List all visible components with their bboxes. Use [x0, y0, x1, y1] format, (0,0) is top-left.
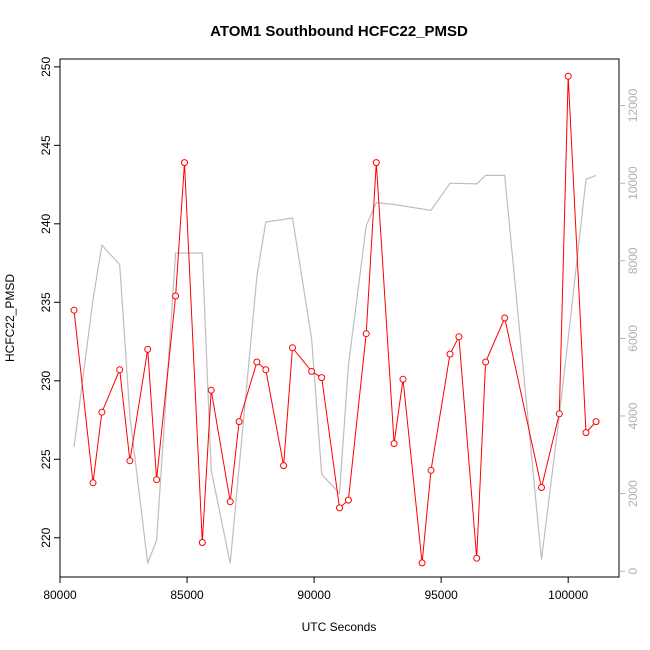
data-point: [144, 345, 152, 353]
secondary-series-line: [73, 174, 597, 564]
secondary-line: [73, 174, 597, 564]
data-point: [172, 292, 180, 300]
data-point: [89, 479, 97, 487]
x-tick-label: 80000: [43, 588, 77, 602]
data-point: [482, 358, 490, 366]
data-point: [473, 554, 481, 562]
data-point: [582, 429, 590, 437]
y-axis-left: 220 225 230 235 240 245 250: [39, 57, 60, 548]
data-point: [538, 484, 545, 491]
data-point: [501, 314, 509, 322]
data-point: [235, 418, 243, 426]
data-point: [455, 333, 463, 341]
data-point: [181, 159, 188, 167]
data-point: [318, 374, 326, 382]
primary-series: [70, 72, 600, 567]
data-point: [555, 410, 563, 418]
y2-tick-label: 4000: [626, 402, 640, 429]
plot-frame: [59, 58, 620, 578]
data-point: [564, 72, 572, 80]
x-tick-label: 90000: [297, 588, 331, 602]
y-tick-label: 235: [39, 292, 53, 312]
x-tick-label: 95000: [424, 588, 458, 602]
data-point: [399, 375, 407, 383]
data-point: [262, 366, 270, 374]
chart-title: ATOM1 Southbound HCFC22_PMSD: [210, 23, 468, 40]
data-point: [289, 344, 296, 352]
y2-tick-label: 12000: [626, 89, 640, 123]
data-point: [280, 462, 288, 470]
x-tick-label: 85000: [170, 588, 204, 602]
y-tick-label: 240: [39, 213, 53, 233]
data-point: [427, 466, 435, 474]
y2-tick-label: 10000: [626, 166, 640, 200]
y-tick-label: 230: [39, 370, 53, 390]
y-tick-label: 245: [39, 135, 53, 155]
data-point: [362, 330, 370, 338]
y2-tick-label: 8000: [626, 247, 640, 274]
data-point: [253, 358, 261, 366]
data-point: [390, 440, 398, 448]
data-point: [116, 366, 124, 374]
data-point: [418, 559, 426, 567]
x-tick-label: 100000: [548, 588, 588, 602]
data-point: [308, 367, 316, 375]
y-axis-label: HCFC22_PMSD: [3, 274, 17, 362]
y2-tick-label: 0: [626, 568, 640, 575]
data-point: [198, 539, 206, 546]
data-point: [126, 457, 134, 465]
data-point: [207, 386, 215, 394]
data-point: [446, 350, 454, 358]
x-axis: 80000 85000 90000 95000 100000: [43, 577, 589, 602]
y-tick-label: 220: [39, 527, 53, 547]
primary-line: [73, 76, 597, 563]
data-point: [592, 418, 600, 426]
data-point: [226, 498, 234, 506]
y2-tick-label: 2000: [626, 480, 640, 507]
data-point: [98, 408, 106, 416]
y-axis-right: 0 2000 4000 6000 8000 10000 12000: [619, 89, 640, 575]
y-tick-label: 225: [39, 449, 53, 469]
y2-tick-label: 6000: [626, 325, 640, 352]
data-point: [344, 496, 352, 504]
data-point: [153, 476, 161, 484]
data-point: [372, 159, 380, 167]
x-axis-label: UTC Seconds: [302, 620, 377, 634]
y-tick-label: 250: [39, 57, 53, 77]
data-point: [336, 504, 343, 512]
data-point: [70, 306, 78, 314]
